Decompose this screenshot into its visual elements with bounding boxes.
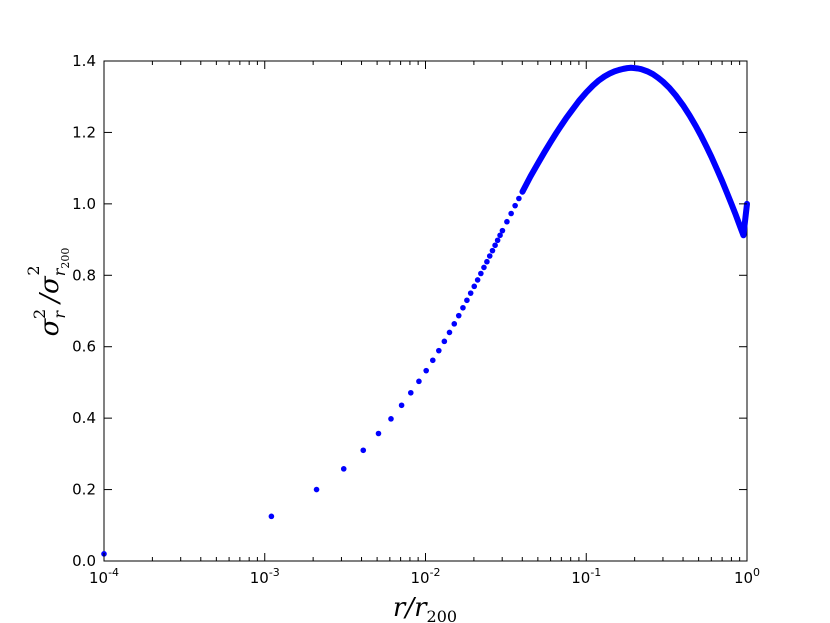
data-point (436, 347, 442, 354)
y-label-slash: / (35, 292, 65, 306)
x-axis-label-main: r/r (393, 593, 428, 623)
data-point (313, 486, 320, 493)
data-point (340, 466, 347, 472)
y-axis-label: σr2/σr2002 (24, 248, 72, 337)
data-point (471, 283, 478, 290)
x-tick-label: 10-2 (410, 566, 440, 587)
y-label-sub-1: r (50, 310, 69, 319)
y-tick-label: 1.4 (72, 52, 96, 70)
data-point (446, 329, 453, 336)
y-label-sup-1: 2 (30, 309, 49, 319)
data-point (504, 218, 510, 225)
x-ticks: 10-4 10-3 10-2 10-1 100 (89, 61, 760, 587)
data-point (486, 253, 493, 259)
data-point (423, 367, 429, 374)
data-point (499, 227, 506, 234)
data-point (416, 378, 422, 385)
data-point (429, 357, 436, 364)
data-curve (101, 64, 750, 557)
data-point (481, 264, 487, 271)
y-label-sup-2: 2 (24, 265, 43, 275)
data-point (497, 232, 503, 239)
data-point (492, 242, 498, 249)
y-label-sub-2-sub: 200 (59, 248, 72, 269)
data-point (512, 202, 518, 209)
data-point (451, 321, 458, 327)
y-label-sigma-1: σ (35, 317, 65, 336)
data-point (398, 402, 405, 409)
data-point (494, 237, 501, 244)
x-axis-label-sub: 200 (427, 607, 458, 623)
y-tick-label: 1.2 (72, 123, 96, 141)
data-point (508, 210, 514, 217)
y-ticks: 0.0 0.2 0.4 0.6 0.8 1.0 1.2 1.4 (72, 52, 747, 570)
data-point (360, 447, 367, 454)
y-tick-label: 0.8 (72, 266, 96, 284)
y-tick-label: 1.0 (72, 195, 96, 213)
x-tick-label: 10-1 (571, 566, 601, 587)
y-tick-label: 0.6 (72, 338, 96, 356)
y-label-sigma-2: σ (35, 275, 65, 294)
dense-curve-band (519, 64, 750, 239)
data-point (407, 389, 414, 396)
data-point (489, 247, 496, 254)
plot-frame (103, 60, 748, 562)
x-tick-label: 10-3 (250, 566, 280, 587)
data-point (268, 513, 275, 520)
data-point (388, 416, 394, 422)
data-point (460, 304, 466, 311)
data-point (455, 312, 462, 319)
y-tick-label: 0.4 (72, 409, 96, 427)
data-point (478, 270, 484, 277)
y-label-sub-2: r (50, 267, 69, 276)
x-tick-label: 10-4 (89, 566, 119, 587)
data-point (516, 195, 522, 202)
data-point (464, 297, 470, 304)
y-tick-label: 0.2 (72, 481, 96, 499)
x-axis-label: r/r200 (393, 593, 457, 623)
data-point (484, 258, 490, 265)
data-point (441, 338, 448, 345)
x-tick-label: 100 (734, 566, 760, 587)
data-point (474, 277, 481, 283)
data-point (375, 430, 382, 437)
data-point (467, 290, 474, 296)
y-tick-label: 0.0 (72, 552, 96, 570)
